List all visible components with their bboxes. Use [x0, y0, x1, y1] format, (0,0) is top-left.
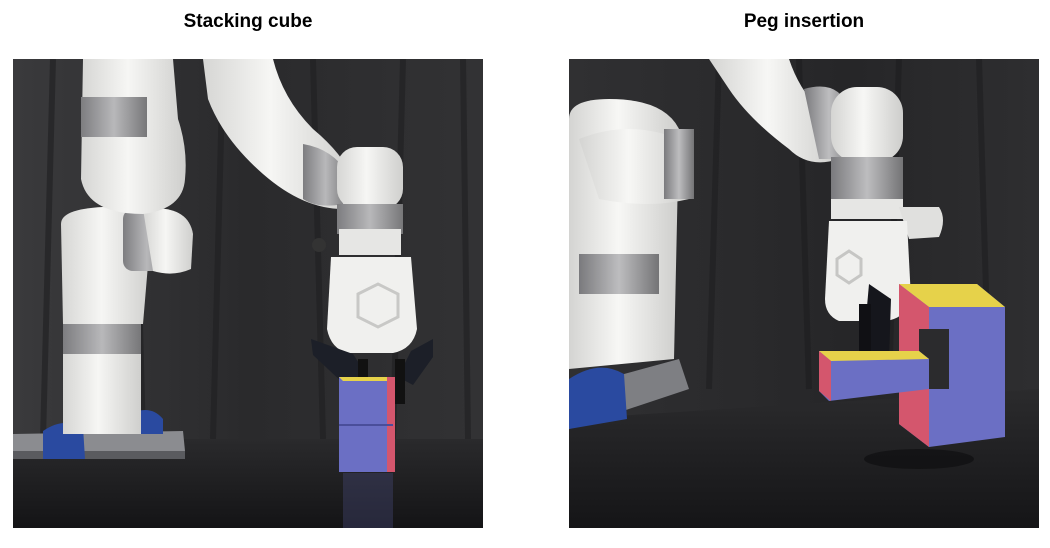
panel-title: Peg insertion: [743, 11, 865, 32]
stacking-cube-photo: [13, 59, 483, 528]
panel-peg-insertion: Peg insertion: [569, 0, 1039, 548]
panel-stacking-cube: Stacking cube: [13, 0, 483, 548]
peg-insertion-photo: [569, 59, 1039, 528]
panel-title: Stacking cube: [183, 11, 313, 32]
